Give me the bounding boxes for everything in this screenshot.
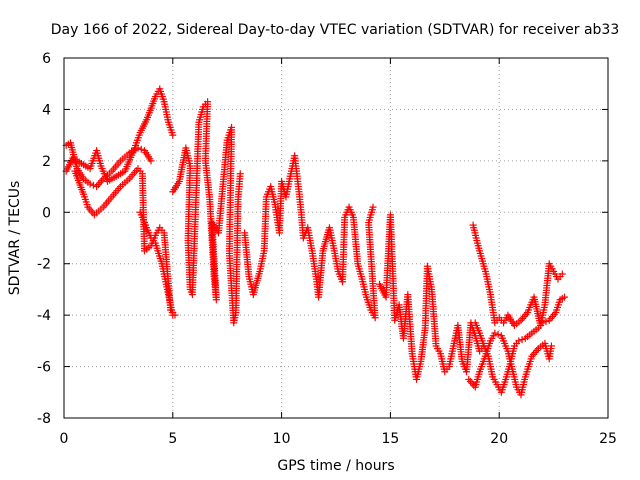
- y-axis-label: SDTVAR / TECUs: [7, 181, 23, 296]
- series-track-d: [136, 208, 177, 319]
- y-tick-label: 6: [42, 51, 51, 67]
- x-tick-label: 20: [490, 431, 508, 447]
- y-tick-label: 0: [42, 205, 51, 221]
- x-tick-label: 15: [381, 431, 399, 447]
- data-point-plus: [86, 180, 94, 188]
- data-point-plus: [137, 145, 145, 153]
- data-point-plus: [169, 311, 177, 319]
- data-point-plus: [539, 319, 547, 327]
- data-point-plus: [491, 329, 499, 337]
- data-point-plus: [236, 170, 244, 178]
- x-tick-labels: 0 5 10 15 20 25: [60, 431, 617, 447]
- data-point-plus: [369, 203, 377, 211]
- chart-title: Day 166 of 2022, Sidereal Day-to-day VTE…: [51, 22, 620, 38]
- data-point-plus: [89, 181, 97, 189]
- x-tick-label: 5: [168, 431, 177, 447]
- data-point-plus: [134, 144, 142, 152]
- plot-frame: [63, 57, 609, 419]
- y-tick-label: 2: [42, 154, 51, 170]
- axis-ticks: [63, 57, 609, 419]
- x-tick-label: 25: [599, 431, 617, 447]
- series-track-j: [465, 329, 555, 399]
- y-tick-label: -8: [37, 411, 51, 427]
- data-point-plus: [515, 337, 523, 345]
- series-track-a: [62, 85, 177, 185]
- x-axis-label: GPS time / hours: [277, 458, 394, 474]
- series-track-e: [169, 98, 244, 327]
- series-track-g: [376, 211, 488, 383]
- y-tick-label: -2: [37, 257, 51, 273]
- y-tick-label: -6: [37, 360, 51, 376]
- y-tick-label: 4: [42, 102, 51, 118]
- data-point-plus: [547, 342, 555, 350]
- data-point-plus: [542, 318, 550, 326]
- data-point-plus: [147, 157, 155, 165]
- data-points: [62, 85, 568, 399]
- y-tick-labels: -8 -6 -4 -2 0 2 4 6: [37, 51, 51, 427]
- x-tick-label: 10: [273, 431, 291, 447]
- x-tick-label: 0: [60, 431, 69, 447]
- data-point-plus: [169, 131, 177, 139]
- series-track-c: [71, 165, 179, 319]
- series-track-f: [241, 152, 379, 322]
- data-point-plus: [558, 270, 566, 278]
- data-point-plus: [518, 336, 526, 344]
- series-track-i: [471, 293, 568, 396]
- data-point-plus: [494, 330, 502, 338]
- y-tick-label: -4: [37, 308, 51, 324]
- data-point-plus: [560, 293, 568, 301]
- series-track-h: [469, 221, 566, 329]
